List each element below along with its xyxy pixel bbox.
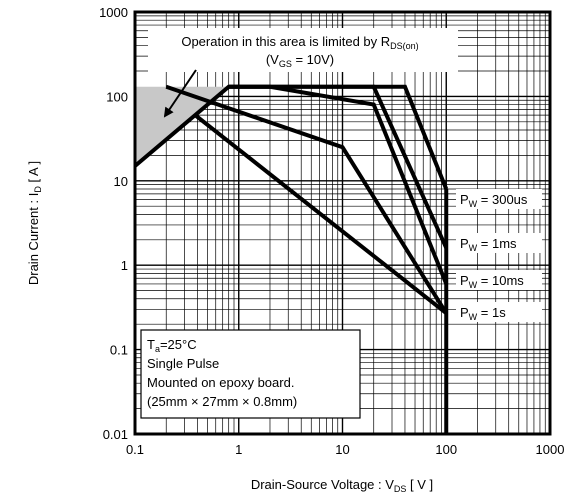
conditions-line-0: Ta=25°C: [147, 337, 197, 354]
series-label-1: PW = 1ms: [460, 236, 517, 253]
conditions-box: [140, 329, 361, 419]
x-tick-label: 100: [435, 442, 457, 457]
annotations: Operation in this area is limited by RDS…: [140, 28, 542, 419]
x-tick-label: 0.1: [126, 442, 144, 457]
rds-callout-background: [148, 28, 458, 72]
rds-callout-arrow: [163, 69, 197, 118]
series-line-2: [228, 84, 449, 285]
series-label-0: PW = 300us: [460, 192, 528, 209]
y-axis-label: Drain Current : ID [ A ]: [26, 161, 43, 285]
series-label-background: [456, 189, 542, 209]
y-tick-label: 1000: [99, 5, 128, 20]
x-tick-label: 1: [235, 442, 242, 457]
y-tick-label: 10: [114, 174, 128, 189]
y-tick-label: 0.1: [110, 343, 128, 358]
conditions-line-2: Mounted on epoxy board.: [147, 375, 294, 390]
axis-labels: Drain-Source Voltage : VDS [ V ] Drain Cu…: [26, 161, 433, 494]
series-label-background: [456, 233, 542, 253]
x-tick-label: 1000: [536, 442, 565, 457]
plot-frame: [133, 10, 552, 436]
x-tick-label: 10: [335, 442, 349, 457]
y-tick-label: 100: [106, 89, 128, 104]
series-label-2: PW = 10ms: [460, 273, 524, 290]
series-label-3: PW = 1s: [460, 305, 506, 322]
conditions-line-1: Single Pulse: [147, 356, 219, 371]
series-label-background: [456, 270, 542, 290]
series-label-background: [456, 302, 542, 322]
y-tick-label: 0.01: [103, 427, 128, 442]
series-line-4: [193, 113, 448, 315]
conditions-line-3: (25mm × 27mm × 0.8mm): [147, 394, 297, 409]
y-tick-label: 1: [121, 258, 128, 273]
rds-callout-line2: (VGS = 10V): [266, 52, 334, 69]
series-lines: [135, 84, 449, 434]
series-line-3: [165, 84, 448, 315]
rds-callout-line1: Operation in this area is limited by RDS…: [181, 34, 418, 51]
x-axis-label: Drain-Source Voltage : VDS [ V ]: [251, 477, 433, 494]
